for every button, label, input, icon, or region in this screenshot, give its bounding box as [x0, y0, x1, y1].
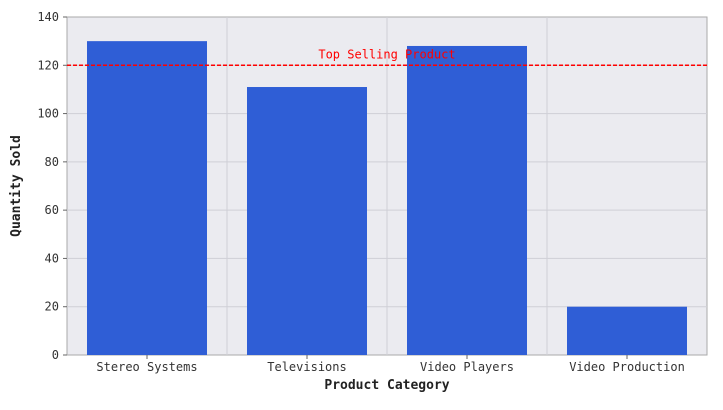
y-tick-label: 0 — [52, 348, 59, 362]
x-axis-title: Product Category — [324, 378, 449, 393]
y-tick-label: 20 — [45, 300, 59, 314]
y-axis-ticks: 0 20 40 60 80 100 120 140 — [37, 10, 67, 362]
y-axis-title: Quantity Sold — [9, 135, 24, 237]
x-axis-ticks: Stereo Systems Televisions Video Players Vi… — [96, 355, 685, 374]
bars — [87, 41, 687, 356]
y-tick-label: 80 — [45, 155, 59, 169]
bar — [407, 45, 527, 355]
bar — [247, 87, 367, 355]
y-tick-label: 100 — [37, 107, 59, 121]
reference-line-group: Top Selling Product — [67, 47, 707, 67]
y-tick-label: 140 — [37, 10, 59, 24]
x-tick-label: Video Production — [569, 360, 685, 374]
y-tick-label: 120 — [37, 58, 59, 72]
reference-line-label: Top Selling Product — [318, 47, 455, 61]
y-tick-label: 60 — [45, 203, 59, 217]
x-tick-label: Stereo Systems — [96, 360, 197, 374]
bar — [87, 41, 207, 356]
x-tick-label: Televisions — [267, 360, 346, 374]
bar — [567, 306, 687, 355]
y-tick-label: 40 — [45, 251, 59, 265]
x-tick-label: Video Players — [420, 360, 514, 374]
